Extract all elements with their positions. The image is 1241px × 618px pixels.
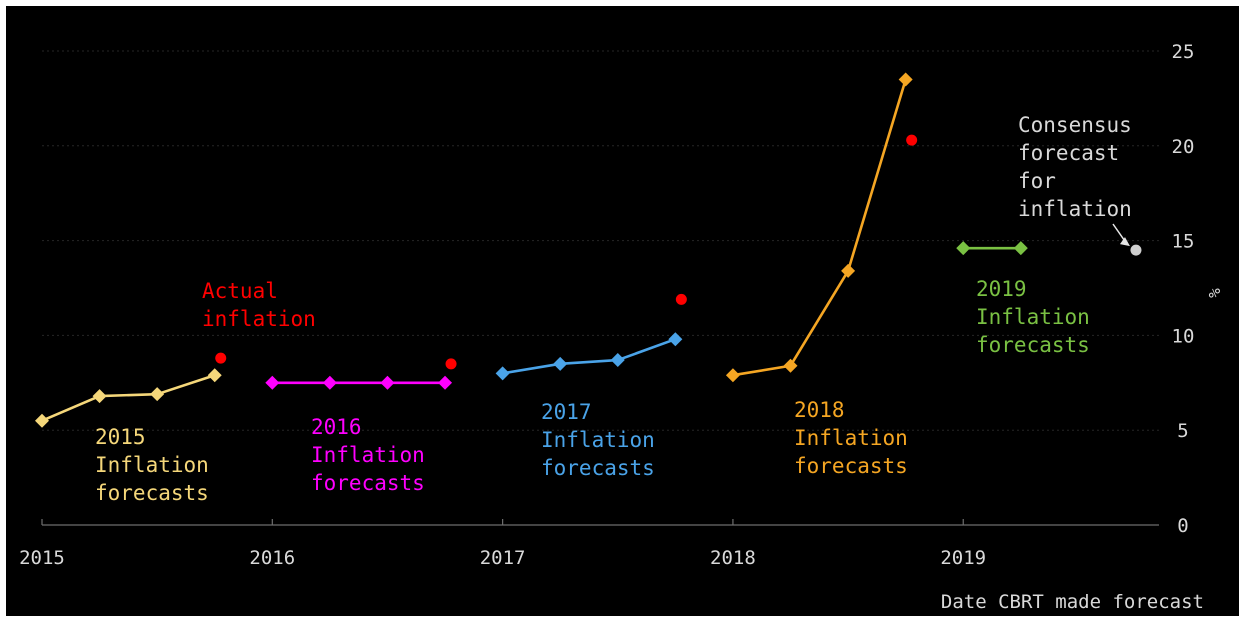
y-tick-label: 20 [1172,136,1195,158]
series-label-2019: forecasts [976,333,1090,357]
forecast-point [1013,241,1028,256]
forecast-point [150,387,165,402]
y-tick-label: 5 [1177,420,1188,442]
forecast-point [380,375,395,390]
forecast-point [668,332,683,347]
forecast-point [898,72,913,87]
y-tick-label: 0 [1177,515,1188,537]
consensus-label: inflation [1018,197,1132,221]
series-label-2016: Inflation [311,443,425,467]
consensus-point [1130,244,1142,256]
forecast-point [92,389,107,404]
series-label-2015: Inflation [95,453,209,477]
x-tick-label: 2016 [249,547,295,569]
forecast-point [725,368,740,383]
forecast-point [438,375,453,390]
consensus-arrow-head [1119,237,1130,247]
forecast-point [956,241,971,256]
consensus-label: for [1018,169,1056,193]
actual-inflation-point [906,134,918,146]
actual-inflation-point [445,358,457,370]
series-label-2016: forecasts [311,471,425,495]
series-line-2015 [41,373,216,422]
y-tick-label: 25 [1172,41,1195,63]
actual-inflation-point [675,293,687,305]
forecast-point [610,353,625,368]
forecast-point [783,358,798,373]
series-label-2016: 2016 [311,415,362,439]
series-label-2019: Inflation [976,305,1090,329]
forecast-point [553,356,568,371]
forecast-point [207,368,222,383]
series-line-2018 [732,79,907,377]
y-axis-unit-label: % [1205,288,1224,298]
inflation-forecast-chart: 2015 2016 2017 2018 2019 0 5 10 15 20 25% Date CBRT… [19,41,1224,613]
x-axis-title: Date CBRT made forecast [941,591,1204,613]
series-label-2017: Inflation [541,428,655,452]
x-tick-label: 2019 [940,547,986,569]
series-label-2018: Inflation [794,426,908,450]
x-tick-label: 2017 [480,547,526,569]
series-label-2015: 2015 [95,425,146,449]
series-label-2019: 2019 [976,277,1027,301]
consensus-label: Consensus [1018,113,1132,137]
y-tick-label: 15 [1172,231,1195,253]
series-label-2018: forecasts [794,454,908,478]
series-label-2017: 2017 [541,400,592,424]
forecast-point [322,375,337,390]
series-label-2015: forecasts [95,481,209,505]
actual-inflation-label: inflation [202,307,316,331]
chart-frame: 2015 2016 2017 2018 2019 0 5 10 15 20 25% Date CBRT… [6,6,1239,616]
y-tick-label: 10 [1172,325,1195,347]
x-tick-label: 2015 [19,547,65,569]
forecast-point [495,366,510,381]
consensus-label: forecast [1018,141,1119,165]
forecast-point [841,263,856,278]
series-line-2017 [502,337,676,375]
forecast-point [265,375,280,390]
series-label-2018: 2018 [794,398,845,422]
series-label-2017: forecasts [541,456,655,480]
forecast-point [35,413,49,428]
actual-inflation-point [215,352,227,364]
x-tick-label: 2018 [710,547,756,569]
actual-inflation-label: Actual [202,279,278,303]
